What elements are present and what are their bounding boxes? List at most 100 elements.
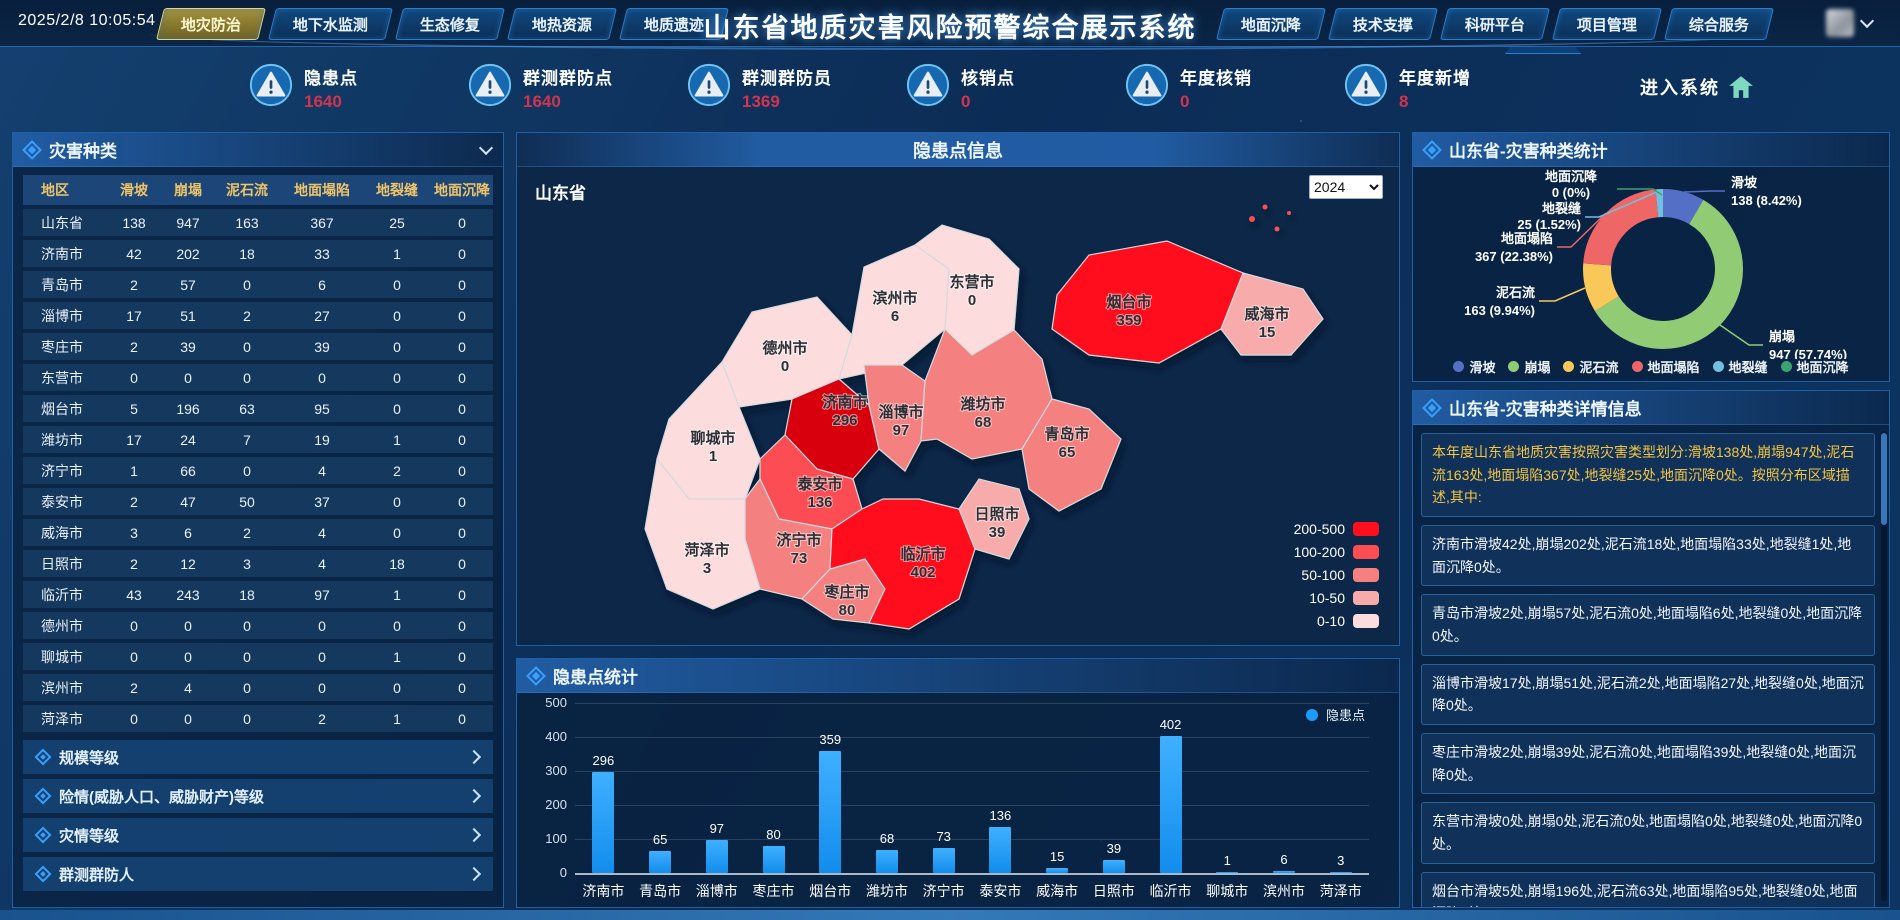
table-row-0[interactable]: 山东省 138 947 163 367 25 0 xyxy=(23,209,493,236)
donut-legend-item-5[interactable]: 地面沉降 xyxy=(1780,357,1849,376)
table-row-4[interactable]: 枣庄市 2 39 0 39 0 0 xyxy=(23,333,493,360)
table-cell: 63 xyxy=(239,400,255,417)
bar-slot-1: 65 xyxy=(632,703,689,873)
map-legend-item-4[interactable]: 0-10 xyxy=(1294,613,1379,629)
diamond-icon xyxy=(34,748,52,766)
tab-left-2[interactable]: 生态修复 xyxy=(395,8,506,40)
map-island xyxy=(1262,204,1268,210)
donut-legend-item-2[interactable]: 泥石流 xyxy=(1563,357,1619,376)
map-legend-item-0[interactable]: 200-500 xyxy=(1294,521,1379,537)
map-region-4[interactable] xyxy=(1220,272,1324,356)
bar-slot-5: 68 xyxy=(859,703,916,873)
table-cell: 19 xyxy=(314,431,330,448)
table-cell: 0 xyxy=(458,245,466,262)
table-cell: 0 xyxy=(393,493,401,510)
user-avatar[interactable] xyxy=(1826,9,1875,37)
detail-item-3: 淄博市滑坡17处,崩塌51处,泥石流2处,地面塌陷27处,地裂缝0处,地面沉降0… xyxy=(1421,663,1875,726)
enter-system-button[interactable]: 进入系统 xyxy=(1640,74,1754,100)
bar-value-9: 39 xyxy=(1106,840,1122,856)
table-cell: 0 xyxy=(243,679,251,696)
table-cell: 德州市 xyxy=(41,617,83,634)
table-row-3[interactable]: 淄博市 17 51 2 27 0 0 xyxy=(23,302,493,329)
x-axis-label-1: 青岛市 xyxy=(639,883,682,899)
bar-slot-3: 80 xyxy=(745,703,802,873)
map-legend-item-1[interactable]: 100-200 xyxy=(1294,544,1379,560)
hazard-bar-panel: 隐患点统计 隐患点 0 100 200 300 400 500 296 65 97 80 359 68… xyxy=(516,658,1400,908)
detail-item-4: 枣庄市滑坡2处,崩塌39处,泥石流0处,地面塌陷39处,地裂缝0处,地面沉降0处… xyxy=(1421,733,1875,795)
table-row-10[interactable]: 威海市 3 6 2 4 0 0 xyxy=(23,519,493,546)
map-region-9[interactable] xyxy=(1021,398,1122,512)
tab-right-4[interactable]: 综合服务 xyxy=(1663,8,1774,40)
table-cell: 0 xyxy=(393,276,401,293)
table-row-14[interactable]: 聊城市 0 0 0 0 1 0 xyxy=(23,643,493,670)
map-city-name-15: 日照市 xyxy=(974,505,1019,523)
table-cell: 33 xyxy=(314,245,330,262)
donut-segment-4 xyxy=(1583,189,1743,349)
map-region-14[interactable] xyxy=(829,498,976,630)
map-legend-item-2[interactable]: 50-100 xyxy=(1294,567,1379,583)
tab-left-1[interactable]: 地下水监测 xyxy=(268,8,394,40)
map-region-8[interactable] xyxy=(920,327,1053,460)
bar-slot-9: 39 xyxy=(1085,703,1142,873)
map-legend-item-3[interactable]: 10-50 xyxy=(1294,590,1379,606)
table-row-2[interactable]: 青岛市 2 57 0 6 0 0 xyxy=(23,271,493,298)
table-row-5[interactable]: 东营市 0 0 0 0 0 0 xyxy=(23,364,493,391)
map-city-name-6: 济南市 xyxy=(822,393,867,411)
table-row-16[interactable]: 菏泽市 0 0 0 2 1 0 xyxy=(23,705,493,732)
page-title: 山东省地质灾害风险预警综合展示系统 xyxy=(703,13,1197,43)
tab-right-2[interactable]: 科研平台 xyxy=(1439,8,1550,40)
accordion-3[interactable]: 群测群防人 xyxy=(23,857,493,891)
donut-legend-item-4[interactable]: 地裂缝 xyxy=(1712,357,1768,376)
map-region-12[interactable] xyxy=(644,457,761,610)
table-row-11[interactable]: 日照市 2 12 3 4 18 0 xyxy=(23,550,493,577)
table-row-9[interactable]: 泰安市 2 47 50 37 0 0 xyxy=(23,488,493,515)
bar-chart-legend[interactable]: 隐患点 xyxy=(1305,705,1365,724)
table-cell: 0 xyxy=(243,369,251,386)
header: 2025/2/8 10:05:54 地灾防治 地下水监测 生态修复 地热资源 地质遗迹 … xyxy=(0,0,1900,50)
table-header-cell: 地面塌陷 xyxy=(294,182,350,198)
table-row-8[interactable]: 济宁市 1 66 0 4 2 0 xyxy=(23,457,493,484)
donut-legend-item-0[interactable]: 滑坡 xyxy=(1453,357,1495,376)
table-header-cell: 崩塌 xyxy=(174,182,202,198)
year-select[interactable]: 2024 xyxy=(1309,175,1383,199)
tab-right-3[interactable]: 项目管理 xyxy=(1551,8,1662,40)
table-cell: 0 xyxy=(184,369,192,386)
table-row-13[interactable]: 德州市 0 0 0 0 0 0 xyxy=(23,612,493,639)
map-region-15[interactable] xyxy=(958,478,1030,560)
stat-item-1: 群测群防点 1640 xyxy=(467,62,686,112)
table-row-12[interactable]: 临沂市 43 243 18 97 1 0 xyxy=(23,581,493,608)
chevron-down-icon xyxy=(1859,13,1875,29)
bar-slot-0: 296 xyxy=(575,703,632,873)
x-axis-label-3: 枣庄市 xyxy=(752,883,795,899)
tab-right-0[interactable]: 地面沉降 xyxy=(1215,8,1326,40)
table-row-6[interactable]: 烟台市 5 196 63 95 0 0 xyxy=(23,395,493,422)
table-cell: 0 xyxy=(184,710,192,727)
tab-right-1[interactable]: 技术支撑 xyxy=(1327,8,1438,40)
map-legend-chip xyxy=(1353,545,1379,559)
donut-legend-item-3[interactable]: 地面塌陷 xyxy=(1631,357,1700,376)
bar-10 xyxy=(1159,736,1182,873)
accordion-0[interactable]: 规模等级 xyxy=(23,740,493,774)
table-cell: 0 xyxy=(130,369,138,386)
table-header-cell: 地区 xyxy=(41,182,69,198)
disaster-type-header[interactable]: 灾害种类 xyxy=(13,133,503,167)
accordion-2[interactable]: 灾情等级 xyxy=(23,818,493,852)
accordion-1[interactable]: 险情(威胁人口、威胁财产)等级 xyxy=(23,779,493,813)
table-cell: 4 xyxy=(184,679,192,696)
left-accordions: 规模等级险情(威胁人口、威胁财产)等级 灾情等级群测群防人 xyxy=(23,740,493,891)
chevron-right-icon xyxy=(466,866,482,882)
table-cell: 0 xyxy=(458,617,466,634)
donut-legend-item-1[interactable]: 崩塌 xyxy=(1508,357,1550,376)
scrollbar-thumb[interactable] xyxy=(1881,433,1887,525)
x-axis-label-7: 泰安市 xyxy=(979,883,1022,899)
table-row-7[interactable]: 潍坊市 17 24 7 19 1 0 xyxy=(23,426,493,453)
table-cell: 0 xyxy=(458,338,466,355)
tab-left-0[interactable]: 地灾防治 xyxy=(156,8,267,40)
tab-left-3[interactable]: 地热资源 xyxy=(507,8,618,40)
table-row-1[interactable]: 济南市 42 202 18 33 1 0 xyxy=(23,240,493,267)
donut-callout-name-4: 地裂缝 xyxy=(1542,201,1581,216)
table-row-15[interactable]: 滨州市 2 4 0 0 0 0 xyxy=(23,674,493,701)
disaster-stats-panel: 山东省-灾害种类统计 滑坡 138 (8.42%) 崩塌 947 (57.74%) 泥石… xyxy=(1412,132,1890,382)
chevron-right-icon xyxy=(466,749,482,765)
table-header-row: 地区 滑坡 崩塌 泥石流 地面塌陷 地裂缝 地面沉降 xyxy=(23,175,493,205)
